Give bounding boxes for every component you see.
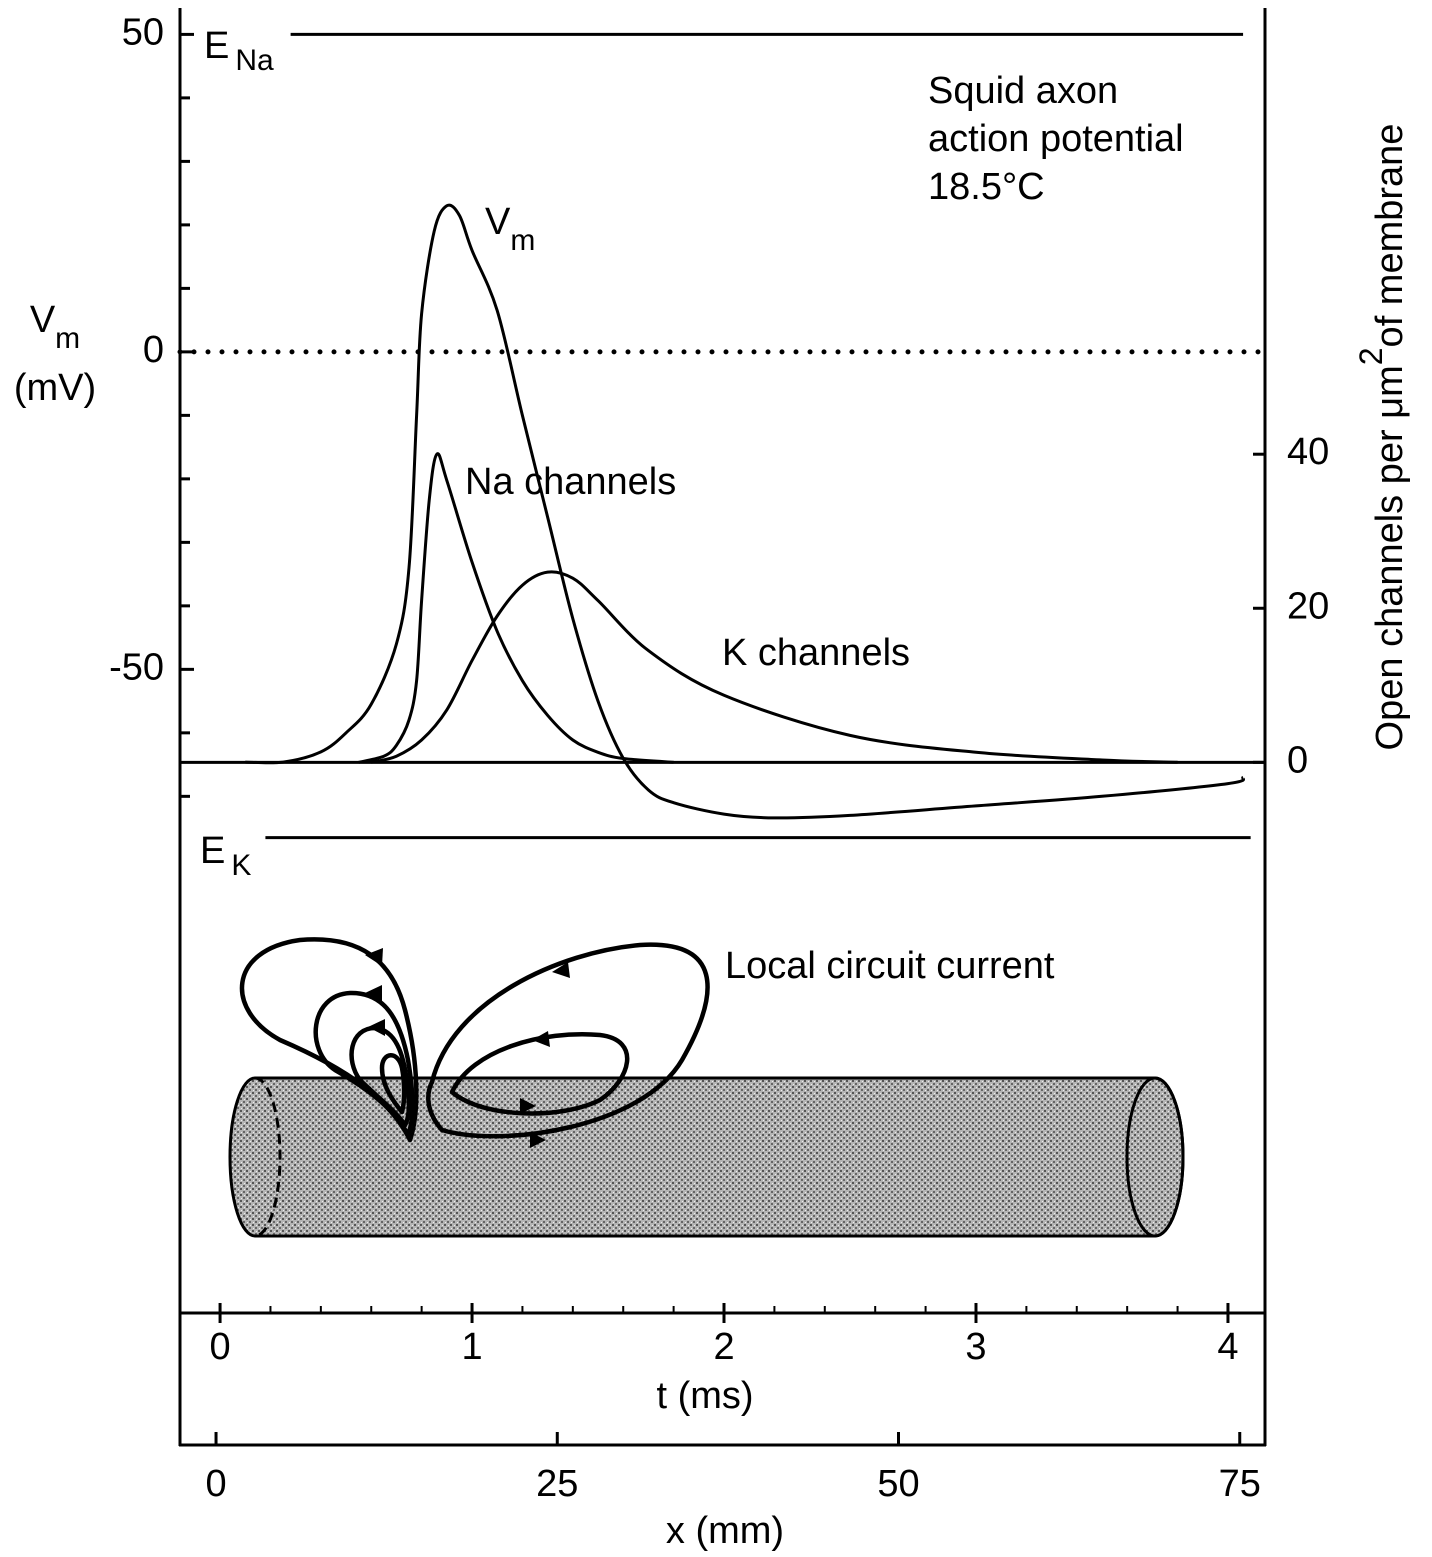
annotation: 18.5°C — [928, 166, 1045, 208]
x-axis-label: t (ms) — [656, 1375, 753, 1417]
y-axis-label: Vm — [30, 299, 80, 355]
series-label: Vm — [485, 201, 535, 257]
frame — [178, 8, 1267, 1447]
x-tick-label: 1 — [461, 1326, 482, 1368]
y-tick-label: 50 — [122, 11, 164, 53]
y-tick-label: -50 — [109, 646, 164, 688]
y2-label-rest: of membrane — [1369, 124, 1411, 348]
y2-tick-label: 0 — [1287, 739, 1308, 781]
y2-tick-label: 40 — [1287, 431, 1329, 473]
x-tick-label: 0 — [209, 1326, 230, 1368]
x2-tick-label: 50 — [877, 1463, 919, 1505]
annotation: Local circuit current — [725, 945, 1055, 987]
series-label-text: V — [485, 201, 511, 243]
reference-label-subscript: K — [231, 849, 251, 882]
reference-label: E Na — [204, 25, 274, 77]
series-line — [245, 203, 1245, 820]
reference-label-text: E — [204, 25, 229, 67]
series-line — [370, 570, 1178, 764]
series-label: K channels — [722, 632, 910, 674]
x-tick-label: 3 — [965, 1326, 986, 1368]
series-label: Na channels — [465, 461, 676, 503]
y2-tick-label: 20 — [1287, 585, 1329, 627]
y2-axis-label: Open channels per μm2of membrane — [1353, 124, 1411, 751]
y-label-text: V — [30, 299, 56, 341]
y2-label-text: Open channels per μm — [1369, 365, 1411, 750]
reference-label-text: E — [200, 830, 225, 872]
x2-tick-label: 25 — [536, 1463, 578, 1505]
reference-label-subscript: Na — [235, 44, 274, 77]
x-tick-label: 4 — [1217, 1326, 1238, 1368]
x2-tick-label: 75 — [1219, 1463, 1261, 1505]
x2-axis-label: x (mm) — [666, 1510, 784, 1552]
current-loops — [239, 937, 710, 1148]
y-axis-unit: (mV) — [14, 367, 96, 409]
axon-illustration — [228, 1076, 1185, 1238]
annotation: Squid axon — [928, 70, 1118, 112]
annotation: action potential — [928, 118, 1184, 160]
y-label-subscript: m — [55, 322, 80, 355]
y-tick-label: 0 — [143, 329, 164, 371]
x-tick-label: 2 — [713, 1326, 734, 1368]
y2-label-superscript: 2 — [1353, 347, 1389, 365]
series-label-subscript: m — [510, 224, 535, 257]
series-line — [358, 452, 674, 764]
x2-tick-label: 0 — [205, 1463, 226, 1505]
